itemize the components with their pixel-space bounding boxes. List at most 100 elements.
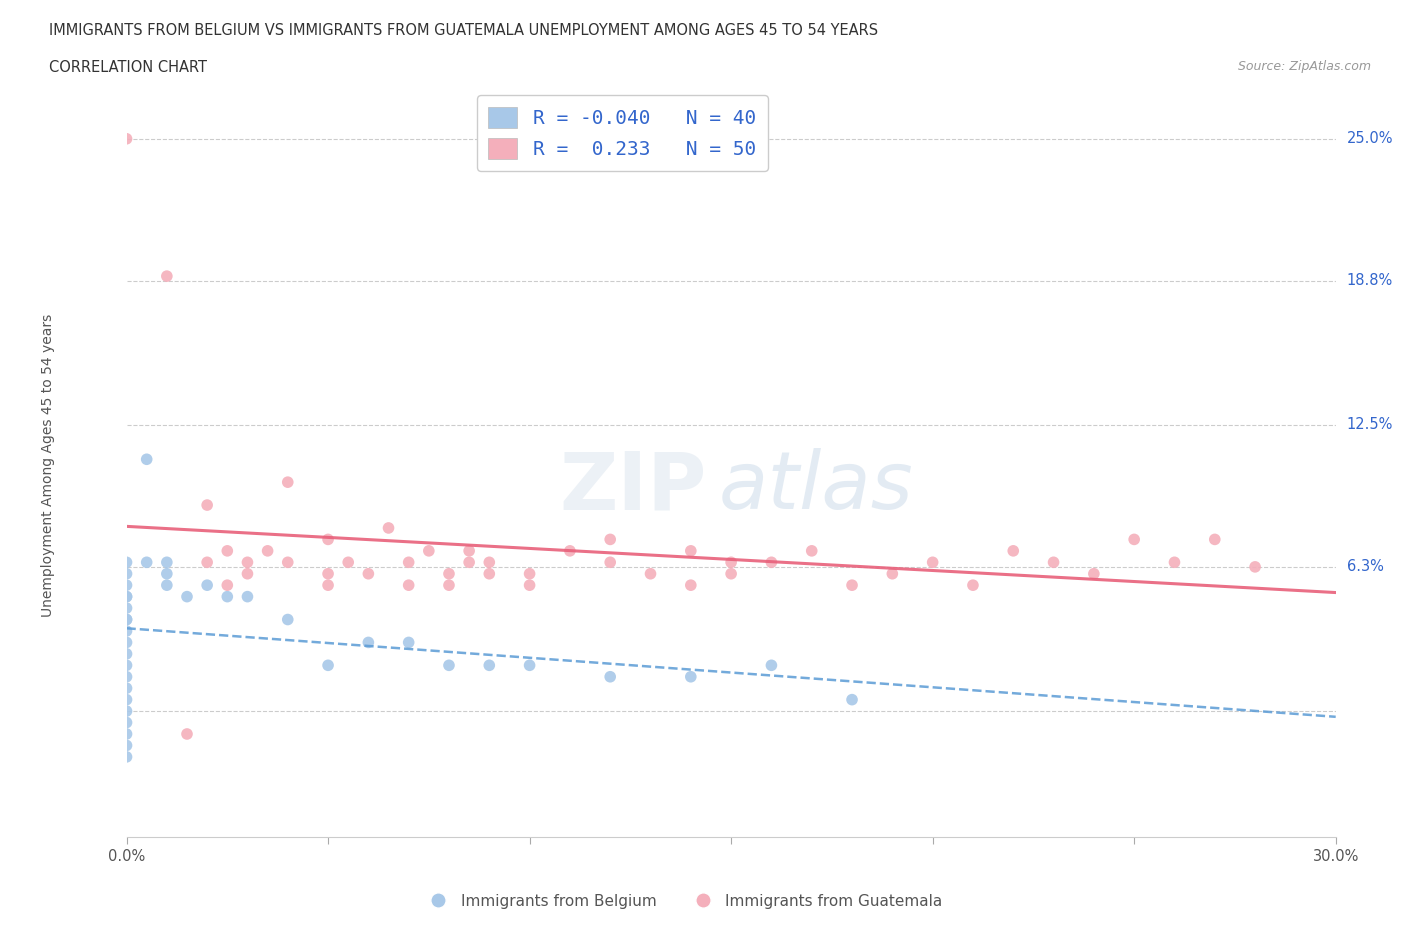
Point — [337, 555, 360, 570]
Point — [761, 658, 783, 672]
Point — [418, 543, 440, 558]
Legend: Immigrants from Belgium, Immigrants from Guatemala: Immigrants from Belgium, Immigrants from… — [416, 888, 949, 915]
Point — [398, 635, 420, 650]
Point — [176, 726, 198, 741]
Point — [316, 658, 339, 672]
Point — [115, 715, 138, 730]
Point — [115, 555, 138, 570]
Point — [882, 566, 904, 581]
Point — [115, 623, 138, 638]
Point — [115, 681, 138, 696]
Point — [115, 635, 138, 650]
Point — [316, 532, 339, 547]
Point — [277, 555, 299, 570]
Point — [720, 555, 742, 570]
Text: 12.5%: 12.5% — [1347, 418, 1393, 432]
Point — [458, 543, 481, 558]
Point — [195, 498, 218, 512]
Point — [599, 670, 621, 684]
Point — [115, 670, 138, 684]
Point — [761, 555, 783, 570]
Point — [156, 578, 179, 592]
Point — [316, 578, 339, 592]
Text: CORRELATION CHART: CORRELATION CHART — [49, 60, 207, 75]
Point — [1123, 532, 1146, 547]
Point — [679, 670, 702, 684]
Text: IMMIGRANTS FROM BELGIUM VS IMMIGRANTS FROM GUATEMALA UNEMPLOYMENT AMONG AGES 45 : IMMIGRANTS FROM BELGIUM VS IMMIGRANTS FR… — [49, 23, 879, 38]
Point — [357, 635, 380, 650]
Point — [115, 131, 138, 146]
Point — [115, 646, 138, 661]
Point — [156, 566, 179, 581]
Point — [115, 750, 138, 764]
Point — [357, 566, 380, 581]
Point — [217, 590, 239, 604]
Point — [398, 555, 420, 570]
Point — [115, 578, 138, 592]
Point — [841, 578, 863, 592]
Point — [277, 612, 299, 627]
Point — [217, 578, 239, 592]
Point — [398, 578, 420, 592]
Point — [115, 692, 138, 707]
Point — [115, 590, 138, 604]
Point — [437, 566, 460, 581]
Point — [156, 555, 179, 570]
Point — [115, 601, 138, 616]
Point — [156, 269, 179, 284]
Point — [115, 658, 138, 672]
Point — [236, 566, 259, 581]
Text: 6.3%: 6.3% — [1347, 559, 1384, 575]
Point — [599, 532, 621, 547]
Point — [256, 543, 278, 558]
Text: 18.8%: 18.8% — [1347, 273, 1393, 288]
Point — [115, 726, 138, 741]
Point — [316, 566, 339, 581]
Point — [519, 566, 541, 581]
Point — [1163, 555, 1185, 570]
Point — [962, 578, 984, 592]
Point — [277, 474, 299, 489]
Point — [115, 612, 138, 627]
Point — [921, 555, 943, 570]
Point — [115, 704, 138, 719]
Point — [195, 555, 218, 570]
Point — [640, 566, 662, 581]
Point — [115, 612, 138, 627]
Point — [1042, 555, 1064, 570]
Point — [478, 566, 501, 581]
Point — [1244, 560, 1267, 575]
Point — [135, 452, 157, 467]
Point — [1083, 566, 1105, 581]
Text: atlas: atlas — [718, 448, 914, 526]
Point — [679, 578, 702, 592]
Point — [478, 555, 501, 570]
Point — [217, 543, 239, 558]
Point — [720, 566, 742, 581]
Point — [115, 566, 138, 581]
Point — [236, 555, 259, 570]
Text: 25.0%: 25.0% — [1347, 131, 1393, 146]
Point — [599, 555, 621, 570]
Text: Unemployment Among Ages 45 to 54 years: Unemployment Among Ages 45 to 54 years — [41, 313, 55, 617]
Point — [176, 590, 198, 604]
Point — [115, 590, 138, 604]
Point — [800, 543, 823, 558]
Point — [437, 658, 460, 672]
Point — [135, 555, 157, 570]
Point — [1002, 543, 1025, 558]
Point — [236, 590, 259, 604]
Text: Source: ZipAtlas.com: Source: ZipAtlas.com — [1237, 60, 1371, 73]
Point — [519, 658, 541, 672]
Point — [558, 543, 581, 558]
Point — [478, 658, 501, 672]
Point — [377, 521, 399, 536]
Point — [115, 738, 138, 753]
Point — [458, 555, 481, 570]
Point — [195, 578, 218, 592]
Point — [679, 543, 702, 558]
Point — [841, 692, 863, 707]
Text: ZIP: ZIP — [560, 448, 707, 526]
Point — [1204, 532, 1226, 547]
Point — [519, 578, 541, 592]
